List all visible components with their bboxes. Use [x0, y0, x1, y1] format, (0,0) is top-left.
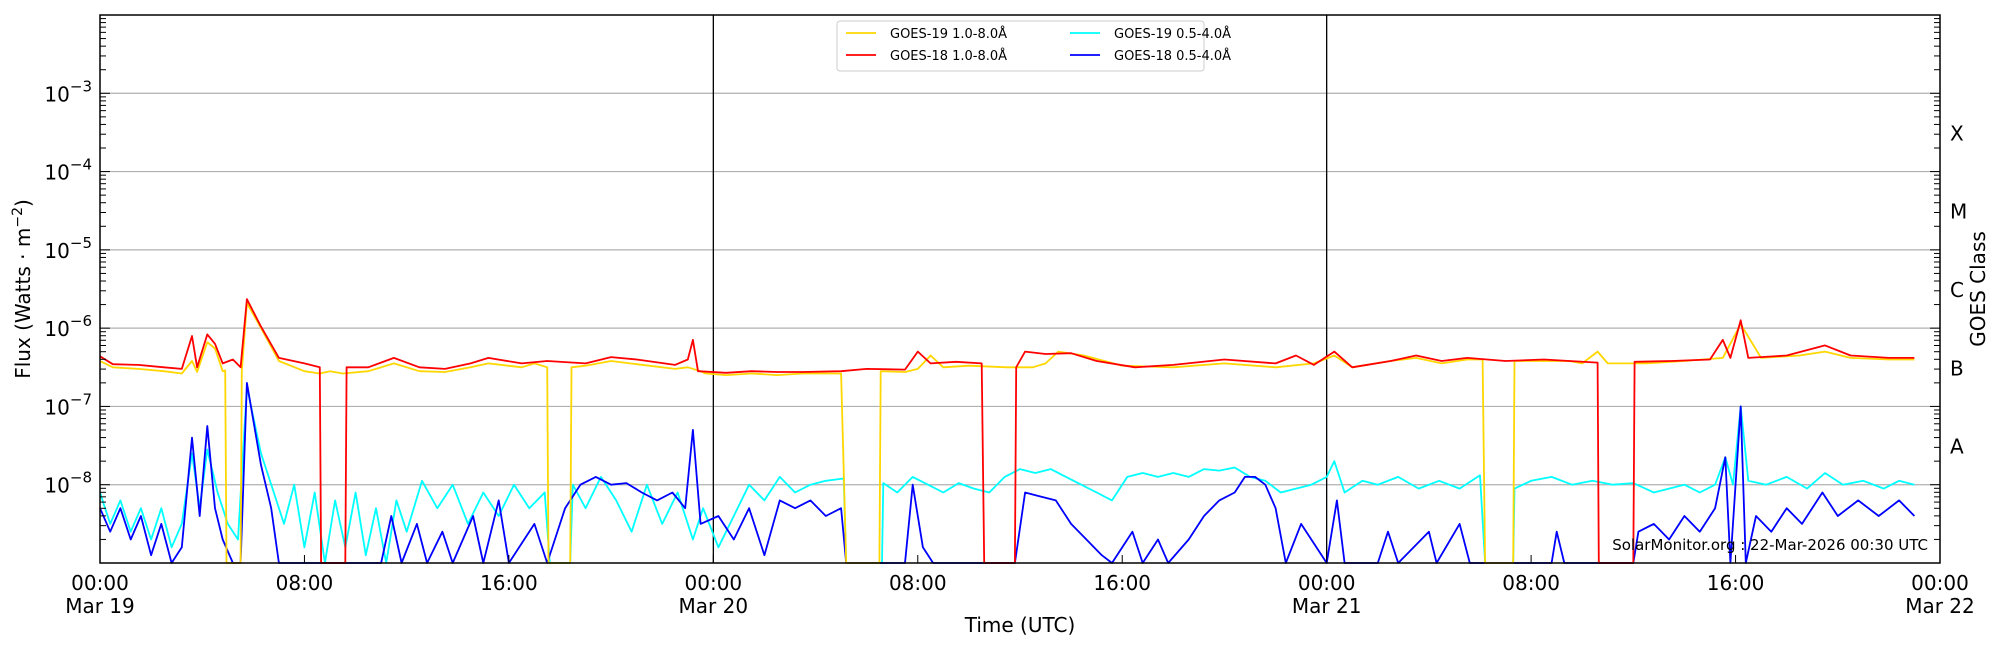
- credit-annotation: SolarMonitor.org : 22-Mar-2026 00:30 UTC: [1612, 536, 1928, 554]
- y-tick-label: 10−7: [44, 390, 92, 419]
- y-axis-title: Flux (Watts · m−2): [10, 199, 35, 379]
- y-tick-labels: 10−3 10−4 10−5 10−6 10−7 10−8: [44, 77, 92, 497]
- legend-label: GOES-19 1.0-8.0Å: [890, 26, 1007, 42]
- x-tick-time: 00:00: [71, 571, 129, 595]
- goes-class-label: M: [1950, 200, 1967, 224]
- legend: GOES-19 1.0-8.0Å GOES-19 0.5-4.0Å GOES-18 …: [836, 20, 1231, 72]
- goes-class-label: X: [1950, 121, 1964, 145]
- x-tick-time: 08:00: [276, 571, 334, 595]
- legend-label: GOES-19 0.5-4.0Å: [1114, 26, 1231, 42]
- data-series: [99, 298, 1916, 564]
- y-tick-label: 10−4: [44, 156, 92, 185]
- legend-box: [836, 20, 1205, 72]
- x-tick-time: 16:00: [1093, 571, 1151, 595]
- axis-ticks: [99, 14, 1941, 564]
- x-tick-time: 00:00: [1298, 571, 1356, 595]
- x-tick-time: 16:00: [480, 571, 538, 595]
- x-tick-time: 00:00: [1911, 571, 1969, 595]
- series-line: [99, 298, 1915, 564]
- series-line: [99, 385, 1915, 564]
- goes-class-label: B: [1950, 356, 1964, 380]
- y-tick-label: 10−5: [44, 234, 92, 263]
- x-tick-date: Mar 21: [1292, 594, 1362, 618]
- goes-class-label: A: [1950, 435, 1964, 459]
- right-axis-title: GOES Class: [1966, 231, 1990, 347]
- goes-class-label: C: [1950, 278, 1964, 302]
- plot-frame: [99, 14, 1941, 564]
- x-tick-date: Mar 20: [679, 594, 749, 618]
- legend-label: GOES-18 1.0-8.0Å: [890, 48, 1007, 64]
- x-axis-title: Time (UTC): [964, 613, 1076, 637]
- x-tick-time: 00:00: [685, 571, 743, 595]
- goes-class-labels: X M C B A: [1950, 121, 1967, 458]
- y-tick-label: 10−3: [44, 77, 92, 106]
- x-tick-date: Mar 19: [65, 594, 135, 618]
- y-tick-label: 10−6: [44, 312, 92, 341]
- gridlines: [100, 92, 1940, 486]
- y-tick-label: 10−8: [44, 469, 92, 498]
- x-tick-date: Mar 22: [1905, 594, 1975, 618]
- x-tick-time: 08:00: [1502, 571, 1560, 595]
- legend-label: GOES-18 0.5-4.0Å: [1114, 48, 1231, 64]
- series-line: [99, 302, 1915, 564]
- x-tick-time: 16:00: [1707, 571, 1765, 595]
- day-boundary-lines: [712, 15, 1328, 563]
- x-tick-time: 08:00: [889, 571, 947, 595]
